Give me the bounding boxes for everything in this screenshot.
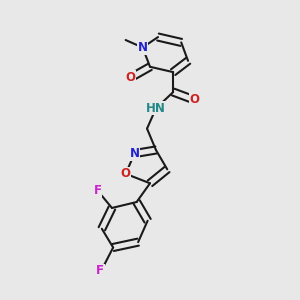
Text: O: O — [190, 93, 200, 106]
Text: HN: HN — [146, 102, 166, 115]
Text: F: F — [96, 265, 104, 278]
Text: O: O — [125, 71, 135, 84]
Text: O: O — [121, 167, 130, 180]
Text: N: N — [130, 147, 140, 160]
Text: F: F — [93, 184, 101, 197]
Text: N: N — [138, 41, 148, 54]
